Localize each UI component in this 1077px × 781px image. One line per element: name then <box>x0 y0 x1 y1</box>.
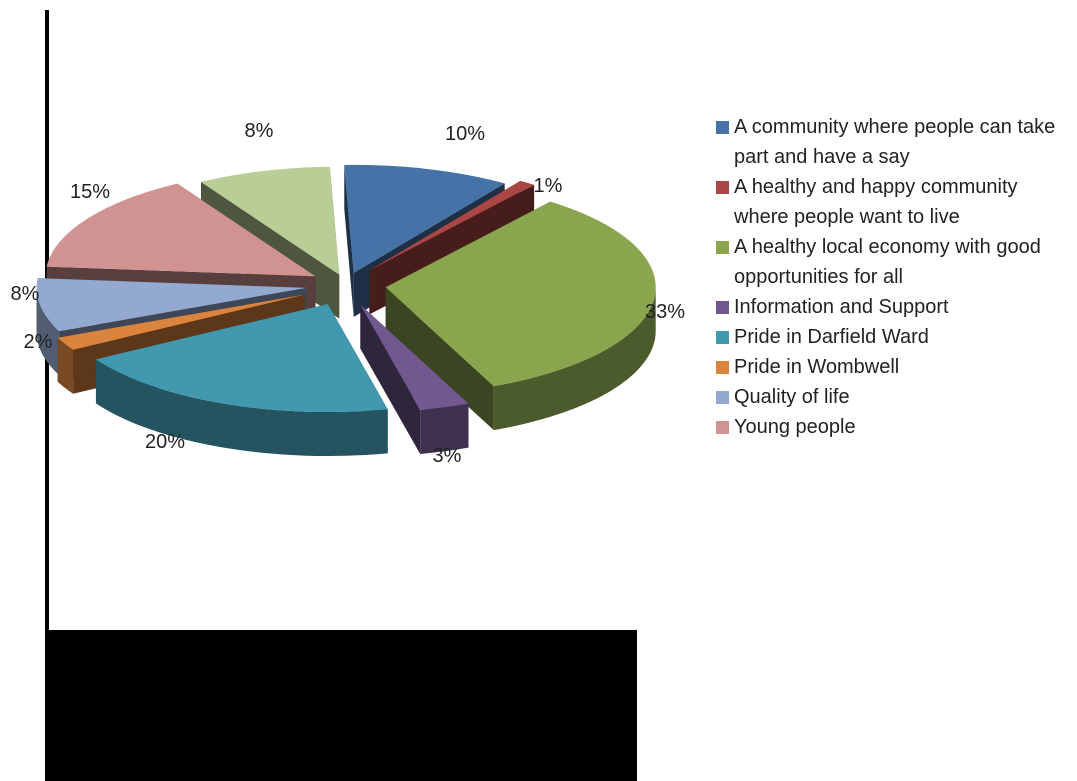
legend-swatch <box>716 391 729 404</box>
pie-slice-3 <box>385 201 656 431</box>
legend-label: A healthy and happy community where peop… <box>734 176 1018 228</box>
legend-item-6: Pride in Wombwell <box>712 352 1072 382</box>
legend-item-3: A healthy local economy with good opport… <box>712 232 1072 292</box>
slice-label-9: 8% <box>245 120 274 142</box>
legend-item-5: Pride in Darfield Ward <box>712 322 1072 352</box>
legend-item-1: A community where people can take part a… <box>712 112 1072 172</box>
left-border-line <box>45 10 49 781</box>
legend-item-8: Young people <box>712 412 1072 442</box>
slice-label-6: 2% <box>24 331 53 353</box>
pie-slice-5 <box>95 304 388 457</box>
legend-label: Young people <box>734 416 856 438</box>
legend-swatch <box>716 421 729 434</box>
slice-label-8: 15% <box>70 181 110 203</box>
legend-swatch <box>716 121 729 134</box>
slice-label-2: 1% <box>534 175 563 197</box>
legend-item-7: Quality of life <box>712 382 1072 412</box>
legend-item-4: Information and Support <box>712 292 1072 322</box>
slice-label-1: 10% <box>445 123 485 145</box>
legend-label: Information and Support <box>734 296 949 318</box>
legend-swatch <box>716 331 729 344</box>
legend-swatch <box>716 301 729 314</box>
slice-label-5: 20% <box>145 431 185 453</box>
legend-label: A healthy local economy with good opport… <box>734 236 1041 288</box>
slice-label-7: 8% <box>11 283 40 305</box>
legend-label: Quality of life <box>734 386 850 408</box>
legend-label: Pride in Darfield Ward <box>734 326 929 348</box>
legend-label: A community where people can take part a… <box>734 116 1056 168</box>
chart-legend: A community where people can take part a… <box>712 112 1072 442</box>
legend-item-2: A healthy and happy community where peop… <box>712 172 1072 232</box>
pie-chart: 10% 1% 33% 3% 20% 2% 8% 15% 8% <box>11 120 686 467</box>
slice-label-3: 33% <box>645 301 685 323</box>
legend-swatch <box>716 361 729 374</box>
redacted-black-box <box>45 630 637 781</box>
legend-label: Pride in Wombwell <box>734 356 900 378</box>
slice-label-4: 3% <box>433 445 462 467</box>
legend-swatch <box>716 181 729 194</box>
legend-swatch <box>716 241 729 254</box>
pie-slice-4 <box>360 304 469 454</box>
